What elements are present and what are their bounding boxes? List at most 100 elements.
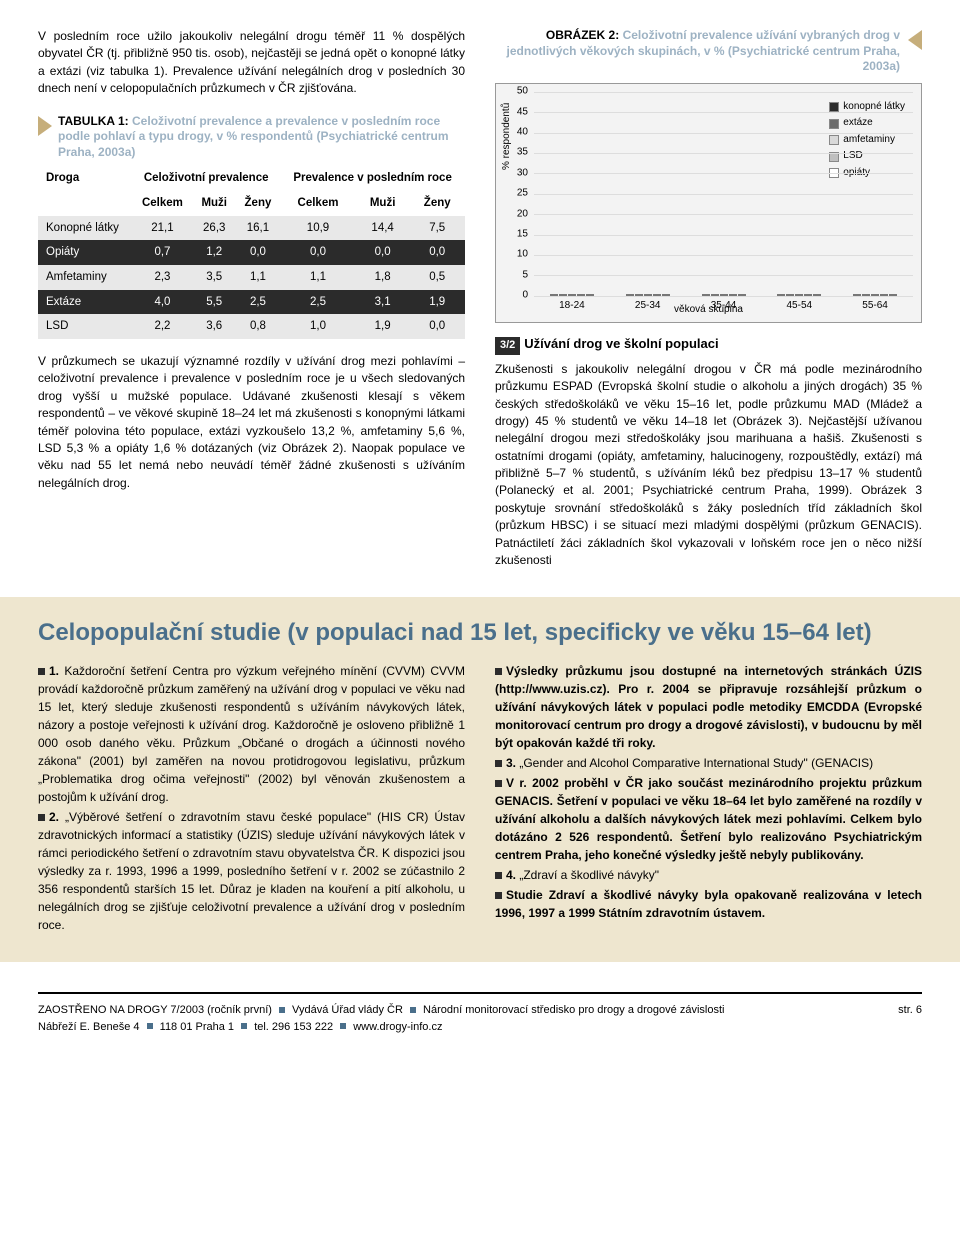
table-row: Konopné látky21,126,316,110,914,47,5 xyxy=(38,216,465,241)
footer-text: 118 01 Praha 1 xyxy=(160,1021,234,1033)
bullet-icon xyxy=(495,760,502,767)
th: Celoživotní prevalence xyxy=(132,166,280,191)
table-cell: 1,9 xyxy=(356,314,410,339)
footer-text: Vydává Úřad vlády ČR xyxy=(292,1004,403,1016)
table-row: Opiáty0,71,20,00,00,00,0 xyxy=(38,240,465,265)
table-cell: 26,3 xyxy=(193,216,236,241)
table-cell: 2,5 xyxy=(280,290,356,315)
chart-caption: OBRÁZEK 2: Celoživotní prevalence užíván… xyxy=(495,28,922,75)
cream-left-col: 1. Každoroční šetření Centra pro výzkum … xyxy=(38,662,465,936)
chart-bar xyxy=(653,294,661,296)
table-cell: 0,0 xyxy=(356,240,410,265)
table-cell: Extáze xyxy=(38,290,132,315)
separator-icon xyxy=(147,1023,153,1029)
th: Celkem xyxy=(280,191,356,216)
table-cell: 1,8 xyxy=(356,265,410,290)
table-row: LSD2,23,60,81,01,90,0 xyxy=(38,314,465,339)
table-caption-lead: TABULKA 1: xyxy=(58,114,129,128)
th xyxy=(38,191,132,216)
intro-paragraph: V posledním roce užilo jakoukoliv nelegá… xyxy=(38,28,465,98)
table-cell: 0,5 xyxy=(409,265,465,290)
chart-bar xyxy=(635,294,643,296)
chart-legend: konopné látkyextázeamfetaminyLSDopiáty xyxy=(827,98,907,185)
table-cell: 0,0 xyxy=(409,314,465,339)
chart-bar xyxy=(795,294,803,296)
table-cell: 1,2 xyxy=(193,240,236,265)
table-cell: 4,0 xyxy=(132,290,193,315)
chart-bar xyxy=(862,294,870,296)
chart-bar xyxy=(626,294,634,296)
table-cell: 10,9 xyxy=(280,216,356,241)
table-head-row: Droga Celoživotní prevalence Prevalence … xyxy=(38,166,465,191)
table-cell: 1,1 xyxy=(280,265,356,290)
chart-bar xyxy=(577,294,585,296)
chart-bar xyxy=(889,294,897,296)
footer-text: tel. 296 153 222 xyxy=(254,1021,333,1033)
table-cell: 1,9 xyxy=(409,290,465,315)
footer-text: Národní monitorovací středisko pro drogy… xyxy=(423,1004,724,1016)
chart-bar xyxy=(738,294,746,296)
table-1: Droga Celoživotní prevalence Prevalence … xyxy=(38,166,465,339)
th: Ženy xyxy=(236,191,280,216)
arrow-left-icon xyxy=(38,116,52,136)
table-cell: 1,1 xyxy=(236,265,280,290)
chart-bar xyxy=(804,294,812,296)
bullet-icon xyxy=(38,668,45,675)
th: Celkem xyxy=(132,191,193,216)
table-cell: LSD xyxy=(38,314,132,339)
table-cell: 3,5 xyxy=(193,265,236,290)
table-subhead-row: Celkem Muži Ženy Celkem Muži Ženy xyxy=(38,191,465,216)
table-cell: 2,3 xyxy=(132,265,193,290)
cream-band: Celopopulační studie (v populaci nad 15 … xyxy=(0,597,960,962)
separator-icon xyxy=(279,1007,285,1013)
table-row: Amfetaminy2,33,51,11,11,80,5 xyxy=(38,265,465,290)
footer-text: Nábřeží E. Beneše 4 xyxy=(38,1021,140,1033)
bullet-icon xyxy=(495,892,502,899)
cream-title: Celopopulační studie (v populaci nad 15 … xyxy=(38,619,922,648)
table-cell: 3,1 xyxy=(356,290,410,315)
table-cell: 14,4 xyxy=(356,216,410,241)
separator-icon xyxy=(410,1007,416,1013)
chart-bar xyxy=(777,294,785,296)
th: Ženy xyxy=(409,191,465,216)
chart-bar xyxy=(871,294,879,296)
table-cell: 0,0 xyxy=(236,240,280,265)
chart-obrazek-2: % respondentů konopné látkyextázeamfetam… xyxy=(495,83,922,323)
th: Droga xyxy=(38,166,132,191)
section-3-2-title: 3/2Užívání drog ve školní populaci xyxy=(495,335,922,355)
chart-bar xyxy=(813,294,821,296)
table-cell: 1,0 xyxy=(280,314,356,339)
table-row: Extáze4,05,52,52,53,11,9 xyxy=(38,290,465,315)
table-cell: 0,0 xyxy=(409,240,465,265)
footer-text: www.drogy-info.cz xyxy=(353,1021,442,1033)
page-number: str. 6 xyxy=(898,1002,922,1035)
table-cell: 21,1 xyxy=(132,216,193,241)
table-cell: 3,6 xyxy=(193,314,236,339)
table-cell: 0,7 xyxy=(132,240,193,265)
table-cell: 2,2 xyxy=(132,314,193,339)
page-footer: ZAOSTŘENO NA DROGY 7/2003 (ročník první)… xyxy=(38,992,922,1053)
chart-bar xyxy=(729,294,737,296)
table-cell: 16,1 xyxy=(236,216,280,241)
chart-bar xyxy=(853,294,861,296)
footer-text: ZAOSTŘENO NA DROGY 7/2003 (ročník první) xyxy=(38,1004,272,1016)
chart-bar xyxy=(662,294,670,296)
chart-bar xyxy=(559,294,567,296)
table-cell: Opiáty xyxy=(38,240,132,265)
chart-bar xyxy=(586,294,594,296)
separator-icon xyxy=(340,1023,346,1029)
chart-bar xyxy=(568,294,576,296)
table-cell: 2,5 xyxy=(236,290,280,315)
chart-bar xyxy=(786,294,794,296)
th: Prevalence v posledním roce xyxy=(280,166,465,191)
table-caption: TABULKA 1: Celoživotní prevalence a prev… xyxy=(38,114,465,161)
table-cell: Konopné látky xyxy=(38,216,132,241)
arrow-right-icon xyxy=(908,30,922,50)
chart-bar xyxy=(711,294,719,296)
table-cell: Amfetaminy xyxy=(38,265,132,290)
section-3-2-body: Zkušenosti s jakoukoliv nelegální drogou… xyxy=(495,361,922,570)
chart-bar xyxy=(550,294,558,296)
bullet-icon xyxy=(495,780,502,787)
table-cell: 5,5 xyxy=(193,290,236,315)
bullet-icon xyxy=(495,668,502,675)
